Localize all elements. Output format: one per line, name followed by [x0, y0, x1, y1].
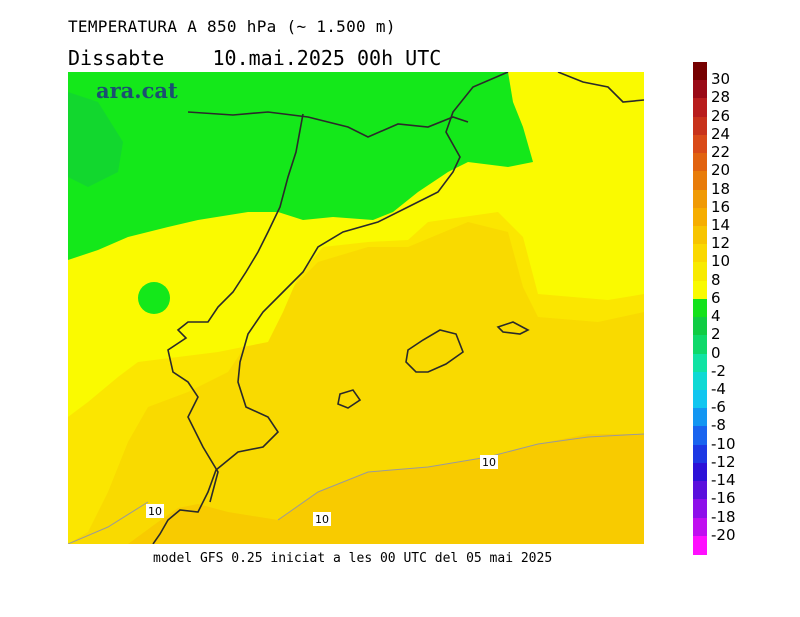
contour-label: 10: [482, 456, 496, 469]
legend-swatch: [693, 390, 707, 409]
legend-swatch: [693, 335, 707, 355]
legend-swatch: [693, 280, 707, 300]
legend-swatch: [693, 134, 707, 154]
color-scale-legend: 30 28 26 24 22 20 18 16 14 12 10 8 6 4 2 0 -2 -4 -6 -8 -10 -1…: [693, 62, 736, 555]
zone-4-dark: [68, 92, 123, 187]
legend-swatch: [693, 535, 707, 555]
legend-label: 2: [711, 325, 721, 344]
legend-swatch: [693, 171, 707, 191]
legend-swatch: [693, 317, 707, 336]
contour-label: 10: [148, 505, 162, 518]
legend-swatch: [693, 371, 707, 391]
legend-label: 8: [711, 270, 721, 289]
contour-label-box: [146, 504, 164, 518]
legend-label: -16: [711, 489, 736, 508]
contour-label-box: [480, 455, 498, 469]
legend-label: -8: [711, 416, 726, 435]
legend-label: -18: [711, 507, 736, 526]
legend-swatch: [693, 153, 707, 172]
legend-label: -12: [711, 452, 736, 471]
legend-label: -6: [711, 398, 726, 417]
legend-label: 10: [711, 252, 731, 271]
contour-label: 10: [315, 513, 329, 526]
legend-swatch: [693, 462, 707, 482]
legend-swatch: [693, 80, 707, 100]
contour-10: [68, 433, 644, 544]
legend-label: -10: [711, 434, 736, 453]
legend-swatch: [693, 262, 707, 282]
legend-swatch: [693, 444, 707, 464]
legend-label: 18: [711, 179, 731, 198]
legend-swatch: [693, 207, 707, 227]
legend-swatch: [693, 98, 707, 118]
legend-swatch: [693, 517, 707, 537]
map-canvas: 10 10 10: [68, 72, 644, 544]
legend-label: -2: [711, 361, 726, 380]
legend-swatch: [693, 226, 707, 245]
legend-label: 14: [711, 216, 731, 234]
legend-swatch: [693, 481, 707, 500]
model-footer: model GFS 0.25 iniciat a les 00 UTC del …: [153, 551, 553, 566]
legend-label: 12: [711, 234, 731, 253]
legend-swatch: [693, 116, 707, 136]
legend-label: 22: [711, 143, 731, 162]
chart-title: TEMPERATURA A 850 hPa (~ 1.500 m): [68, 17, 396, 36]
legend-swatch: [693, 353, 707, 373]
legend-label: -20: [711, 525, 736, 544]
legend-label: 6: [711, 288, 721, 307]
legend-swatch: [693, 189, 707, 209]
legend-swatch: [693, 408, 707, 428]
chart-subtitle-date: Dissabte 10.mai.2025 00h UTC: [68, 46, 442, 70]
legend-label: 26: [711, 106, 731, 125]
legend-label: 0: [711, 343, 721, 362]
legend-swatch: [693, 244, 707, 264]
ara-cat-logo: ara.cat: [96, 78, 178, 103]
legend-label: -14: [711, 471, 736, 490]
legend-label: 30: [711, 70, 731, 89]
legend-swatch: [693, 499, 707, 519]
legend-label: -4: [711, 380, 726, 398]
coastline: [152, 72, 644, 544]
legend-label: 20: [711, 161, 731, 180]
zone-4: [68, 72, 533, 260]
legend-swatch: [693, 62, 707, 81]
legend-label: 16: [711, 197, 731, 216]
legend-label: 24: [711, 124, 731, 143]
temperature-map: 10 10 10 ara.cat: [68, 72, 644, 544]
legend-swatch: [693, 426, 707, 446]
legend-label: 28: [711, 88, 731, 107]
zone-4-spot: [138, 282, 170, 314]
contour-label-box: [313, 512, 331, 526]
legend-label: 4: [711, 307, 721, 326]
legend-swatch: [693, 298, 707, 318]
